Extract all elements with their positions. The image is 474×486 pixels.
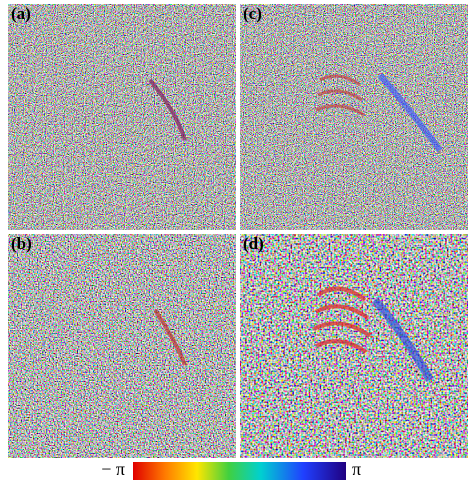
colorbar-min-label: − π [101, 459, 125, 479]
colorbar-gradient [133, 462, 346, 480]
panel-label: (b) [11, 234, 32, 253]
panel-b: (b) [8, 234, 236, 458]
panel-label: (a) [11, 4, 31, 23]
panel-label: (d) [243, 234, 264, 253]
panel-a: (a) [8, 4, 236, 230]
panel-d: (d) [240, 234, 468, 458]
fringe [148, 78, 187, 141]
panel-label: (c) [243, 4, 262, 23]
fringe [315, 74, 365, 117]
interferogram [240, 4, 468, 230]
interferogram [8, 234, 236, 458]
fringe [153, 308, 187, 366]
fringe [371, 297, 434, 382]
colorbar-max-label: π [352, 459, 361, 479]
panel-c: (c) [240, 4, 468, 230]
colorbar: − π π [101, 459, 361, 480]
interferogram [8, 4, 236, 230]
fringe [377, 73, 443, 152]
fringe [313, 286, 372, 354]
